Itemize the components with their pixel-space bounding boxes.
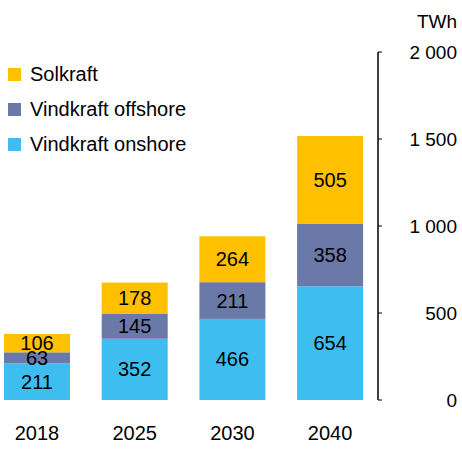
bar-segment xyxy=(199,319,265,400)
data-label: 178 xyxy=(118,287,151,309)
y-tick-label: 2 000 xyxy=(409,42,457,63)
bar-segment xyxy=(199,236,265,282)
axis-unit: TWh xyxy=(417,11,457,32)
bar-segment xyxy=(102,339,168,400)
y-tick-label: 0 xyxy=(446,390,457,411)
data-label: 654 xyxy=(313,332,346,354)
y-tick xyxy=(378,226,382,227)
bar-segment xyxy=(102,314,168,339)
legend-label: Vindkraft onshore xyxy=(30,133,186,155)
bar-segment xyxy=(102,283,168,314)
chart: 2116310635214517846621126465435850520182… xyxy=(0,0,462,450)
bars xyxy=(4,136,363,400)
y-tick xyxy=(378,400,382,401)
legend-swatch xyxy=(8,103,21,116)
legend: Solkraft Vindkraft offshore Vindkraft onsh… xyxy=(8,63,186,155)
data-label: 352 xyxy=(118,358,151,380)
data-label: 466 xyxy=(216,348,249,370)
data-label: 264 xyxy=(216,248,249,270)
bar-segment xyxy=(297,136,363,224)
y-tick-label: 1 500 xyxy=(409,129,457,150)
data-label: 211 xyxy=(21,371,53,393)
category-label: 2030 xyxy=(210,422,255,444)
data-labels: 21163106352145178466211264654358505 xyxy=(20,169,346,393)
data-label: 358 xyxy=(313,244,346,266)
bar-segment xyxy=(199,282,265,319)
data-label: 145 xyxy=(118,315,151,337)
category-label: 2025 xyxy=(112,422,157,444)
y-tick xyxy=(378,52,382,53)
y-tick-label: 1 000 xyxy=(409,216,457,237)
data-label: 106 xyxy=(20,332,53,354)
legend-label: Vindkraft offshore xyxy=(30,98,186,120)
legend-swatch xyxy=(8,68,21,81)
bar-segment xyxy=(297,224,363,286)
bar-segment xyxy=(297,286,363,400)
category-label: 2040 xyxy=(308,422,353,444)
category-label: 2018 xyxy=(15,422,60,444)
legend-label: Solkraft xyxy=(30,63,98,85)
y-tick-label: 500 xyxy=(425,303,457,324)
y-tick xyxy=(378,139,382,140)
legend-swatch xyxy=(8,138,21,151)
data-label: 505 xyxy=(313,169,346,191)
y-tick xyxy=(378,313,382,314)
data-label: 211 xyxy=(216,290,248,312)
